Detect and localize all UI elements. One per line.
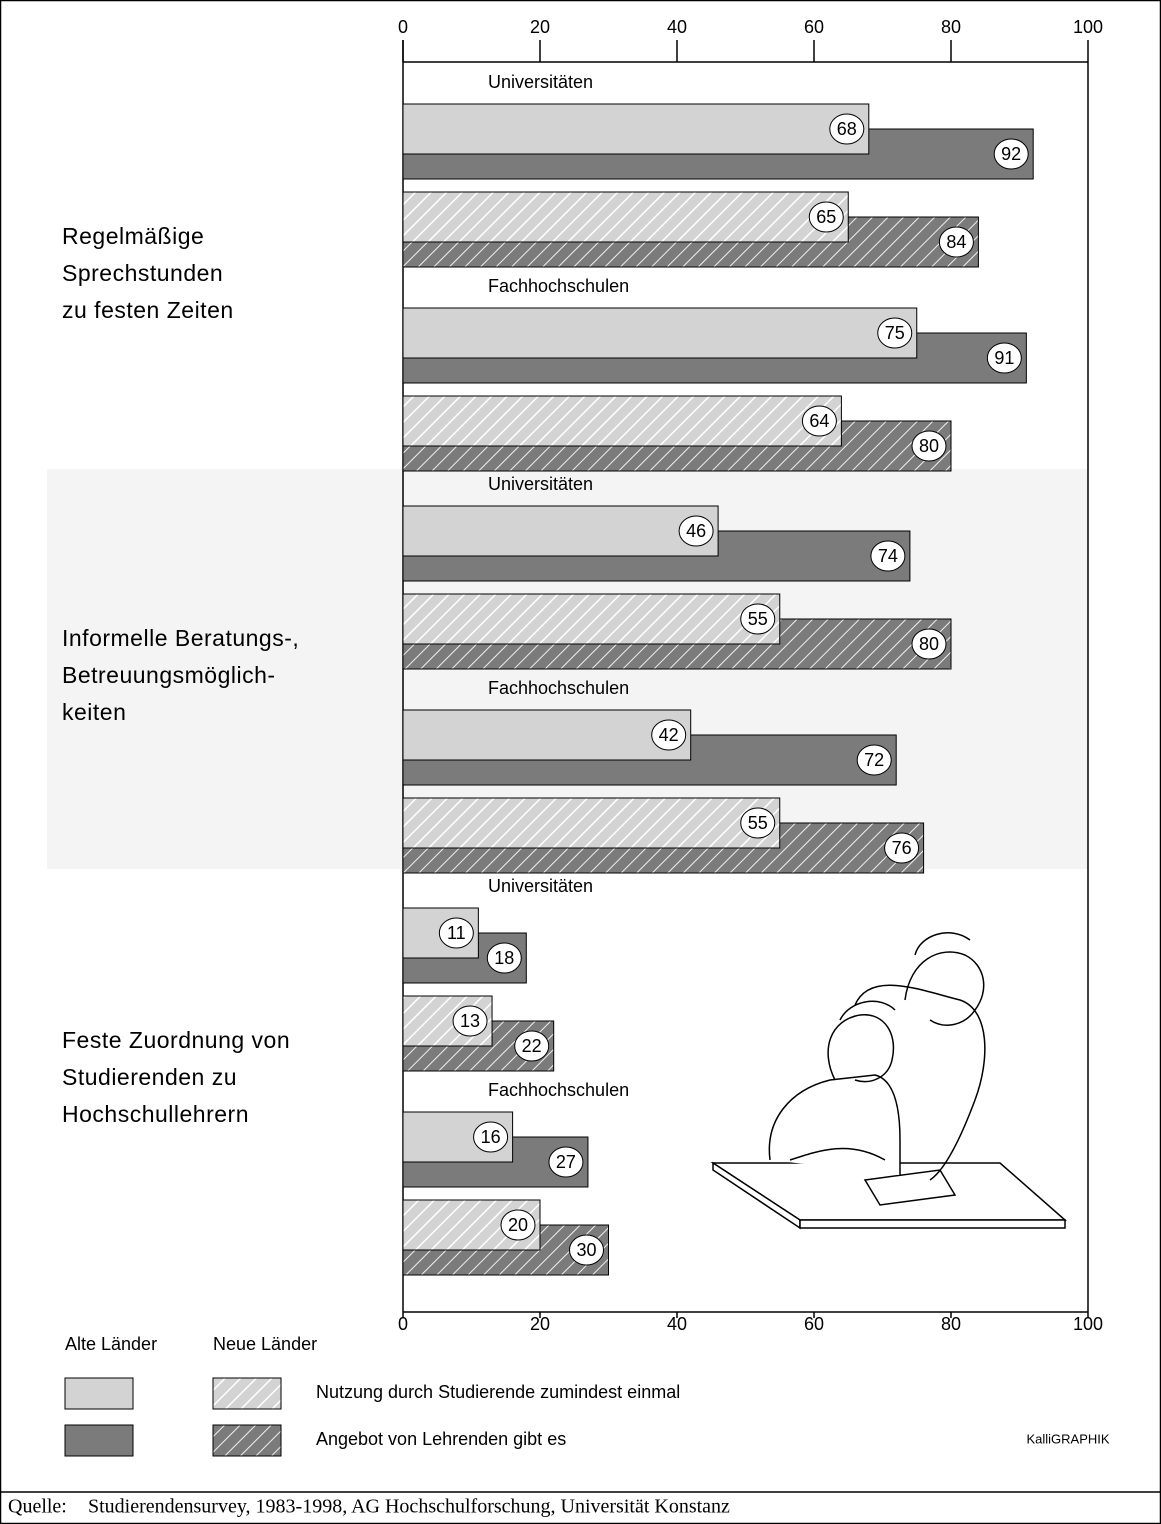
value-label: 68 xyxy=(837,119,857,139)
x-tick-label: 80 xyxy=(941,17,961,37)
value-label: 75 xyxy=(885,323,905,343)
x-tick-label: 40 xyxy=(667,17,687,37)
bar xyxy=(402,797,781,849)
x-tick-label: 40 xyxy=(667,1314,687,1334)
value-label-bg xyxy=(740,603,776,635)
x-tick-label: 60 xyxy=(804,17,824,37)
subgroup-label: Universitäten xyxy=(488,474,593,494)
bar xyxy=(402,103,870,155)
value-label-bg xyxy=(473,1121,509,1153)
subgroup-label: Universitäten xyxy=(488,72,593,92)
group-label: keiten xyxy=(62,699,126,725)
legend-swatch xyxy=(64,1377,134,1410)
value-label: 42 xyxy=(659,725,679,745)
value-label-bg xyxy=(993,138,1029,170)
value-label-bg xyxy=(911,628,947,660)
value-label: 46 xyxy=(686,521,706,541)
value-label-bg xyxy=(569,1234,604,1266)
value-label: 30 xyxy=(576,1240,596,1260)
bar xyxy=(402,505,719,557)
value-label: 76 xyxy=(892,838,912,858)
bar xyxy=(402,709,692,761)
value-label-bg xyxy=(452,1005,488,1037)
value-label-bg xyxy=(486,942,522,974)
value-label-bg xyxy=(877,317,913,349)
group-label: Feste Zuordnung von xyxy=(62,1027,290,1053)
value-label-bg xyxy=(740,807,776,839)
value-label-bg xyxy=(884,832,920,864)
value-label-bg xyxy=(500,1209,536,1241)
bar xyxy=(402,191,849,243)
value-label: 55 xyxy=(748,609,768,629)
value-label-bg xyxy=(438,917,474,949)
value-label: 55 xyxy=(748,813,768,833)
x-tick-label: 60 xyxy=(804,1314,824,1334)
x-tick-label: 20 xyxy=(530,1314,550,1334)
group-label: Informelle Beratungs-, xyxy=(62,625,299,651)
illustration xyxy=(710,932,1067,1230)
value-label: 84 xyxy=(946,232,966,252)
legend-label: Angebot von Lehrenden gibt es xyxy=(316,1429,566,1449)
value-label: 91 xyxy=(994,348,1014,368)
value-label: 80 xyxy=(919,634,939,654)
bar xyxy=(402,395,842,447)
value-label-bg xyxy=(870,540,906,572)
group-label: Regelmäßige xyxy=(62,223,204,249)
subgroup-label: Universitäten xyxy=(488,876,593,896)
x-tick-label: 100 xyxy=(1073,1314,1103,1334)
x-tick-label: 20 xyxy=(530,17,550,37)
value-label-bg xyxy=(856,744,892,776)
value-label: 74 xyxy=(878,546,898,566)
source: Studierendensurvey, 1983-1998, AG Hochsc… xyxy=(88,1496,730,1518)
value-label-bg xyxy=(808,201,844,233)
value-label: 22 xyxy=(522,1036,542,1056)
legend-label: Alte Länder xyxy=(65,1334,157,1354)
value-label: 80 xyxy=(919,436,939,456)
group-label: Hochschullehrern xyxy=(62,1101,249,1127)
value-label: 16 xyxy=(481,1127,501,1147)
bar xyxy=(402,307,918,359)
source-label: Quelle: xyxy=(8,1496,67,1518)
value-label: 27 xyxy=(556,1152,576,1172)
x-tick-label: 0 xyxy=(398,1314,408,1334)
group-label: Betreuungsmöglich- xyxy=(62,662,276,688)
subgroup-label: Fachhochschulen xyxy=(488,678,629,698)
value-label-bg xyxy=(801,405,837,437)
subgroup-label: Fachhochschulen xyxy=(488,1080,629,1100)
value-label: 64 xyxy=(809,411,829,431)
x-tick-label: 100 xyxy=(1073,17,1103,37)
value-label: 13 xyxy=(460,1011,480,1031)
value-label-bg xyxy=(514,1030,550,1062)
x-tick-label: 0 xyxy=(398,17,408,37)
value-label: 20 xyxy=(508,1215,528,1235)
value-label-bg xyxy=(651,719,687,751)
bar xyxy=(402,1111,514,1163)
legend-label: Neue Länder xyxy=(213,1334,317,1354)
value-label-bg xyxy=(911,430,947,462)
legend-swatch xyxy=(212,1377,282,1410)
value-label-bg xyxy=(938,226,974,258)
group-label: zu festen Zeiten xyxy=(62,297,234,323)
value-label: 11 xyxy=(447,923,466,943)
group-label: Sprechstunden xyxy=(62,260,223,286)
value-label: 92 xyxy=(1001,144,1021,164)
legend-swatch xyxy=(64,1424,134,1457)
value-label-bg xyxy=(678,515,714,547)
value-label: 72 xyxy=(864,750,884,770)
value-label-bg xyxy=(829,113,865,145)
credit: KalliGRAPHIK xyxy=(1026,1431,1109,1446)
value-label: 65 xyxy=(816,207,836,227)
x-tick-label: 80 xyxy=(941,1314,961,1334)
value-label-bg xyxy=(986,342,1022,374)
subgroup-label: Fachhochschulen xyxy=(488,276,629,296)
legend-swatch xyxy=(212,1424,282,1457)
value-label-bg xyxy=(548,1146,584,1178)
value-label: 18 xyxy=(494,948,514,968)
group-label: Studierenden zu xyxy=(62,1064,237,1090)
legend-label: Nutzung durch Studierende zumindest einm… xyxy=(316,1382,680,1402)
bar xyxy=(402,593,781,645)
